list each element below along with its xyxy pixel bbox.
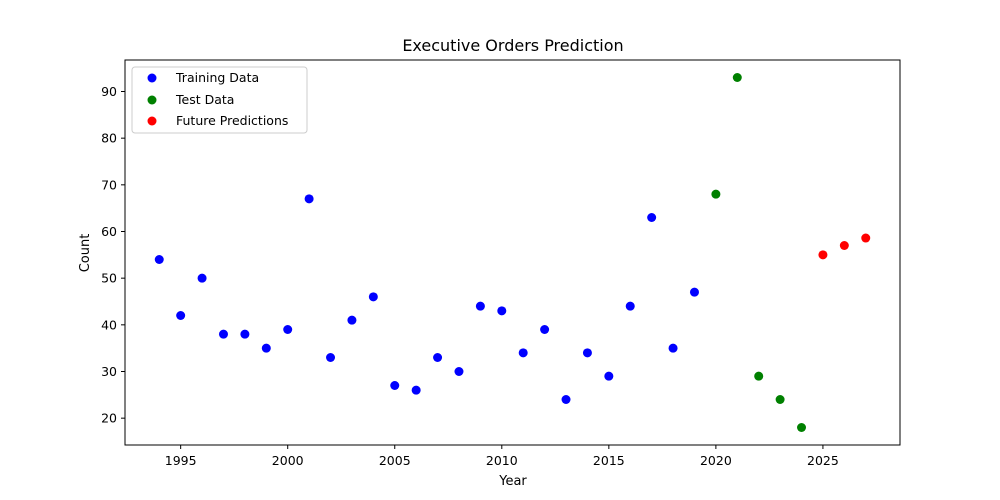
x-tick-label: 2010 (486, 453, 518, 468)
training-point (604, 371, 614, 381)
training-point (347, 315, 357, 325)
legend-box (131, 66, 308, 134)
future-point (818, 250, 828, 260)
y-tick-label: 60 (101, 224, 117, 239)
training-point (411, 385, 421, 395)
legend: Training Data Test Data Future Predictio… (131, 66, 308, 134)
future-point (861, 233, 871, 243)
legend-label-test: Test Data (175, 92, 234, 107)
y-tick-label: 20 (101, 411, 117, 426)
legend-marker-test (147, 95, 157, 105)
training-point (326, 353, 336, 362)
x-axis-label: Year (498, 474, 527, 489)
x-tick-label: 2005 (379, 453, 411, 468)
training-point (261, 343, 271, 353)
legend-label-training: Training Data (175, 70, 259, 85)
training-point (368, 292, 378, 302)
training-point (176, 311, 186, 320)
plot-area-frame (124, 59, 901, 446)
training-point (561, 395, 571, 404)
training-point (518, 348, 528, 358)
test-point (775, 395, 785, 404)
training-point (625, 301, 635, 311)
chart-title: Executive Orders Prediction (402, 36, 623, 55)
training-point (475, 301, 485, 311)
data-points (154, 73, 871, 432)
training-point (218, 329, 228, 339)
x-tick-label: 2000 (272, 453, 304, 468)
x-tick-label: 2025 (807, 453, 839, 468)
training-point (540, 325, 550, 334)
training-point (582, 348, 592, 358)
y-axis-label: Count (78, 234, 93, 273)
x-tick-label: 2015 (593, 453, 625, 468)
x-axis: 1995 2000 2005 2010 2015 2020 2025 (165, 445, 839, 468)
training-point (197, 273, 207, 283)
training-point (240, 329, 250, 339)
legend-marker-training (147, 73, 157, 83)
y-tick-label: 80 (101, 131, 117, 146)
y-tick-label: 70 (101, 177, 117, 192)
training-point (283, 325, 293, 334)
y-tick-label: 90 (101, 84, 117, 99)
training-point (433, 353, 443, 362)
training-point (689, 287, 699, 297)
y-tick-label: 40 (101, 317, 117, 332)
x-tick-label: 2020 (700, 453, 732, 468)
legend-label-future: Future Predictions (176, 113, 288, 128)
test-point (754, 371, 764, 381)
test-point (732, 73, 742, 82)
training-point (154, 255, 164, 264)
test-point (797, 423, 807, 432)
test-point (711, 189, 721, 199)
y-tick-label: 30 (101, 364, 117, 379)
legend-marker-future (147, 116, 157, 126)
y-tick-label: 50 (101, 271, 117, 286)
training-point (454, 367, 464, 376)
future-point (839, 241, 849, 250)
training-point (647, 213, 657, 222)
training-point (304, 194, 314, 204)
training-point (497, 306, 507, 316)
training-point (390, 381, 400, 390)
training-point (668, 343, 678, 353)
y-axis: 20 30 40 50 60 70 80 90 (101, 84, 125, 426)
x-tick-label: 1995 (165, 453, 197, 468)
